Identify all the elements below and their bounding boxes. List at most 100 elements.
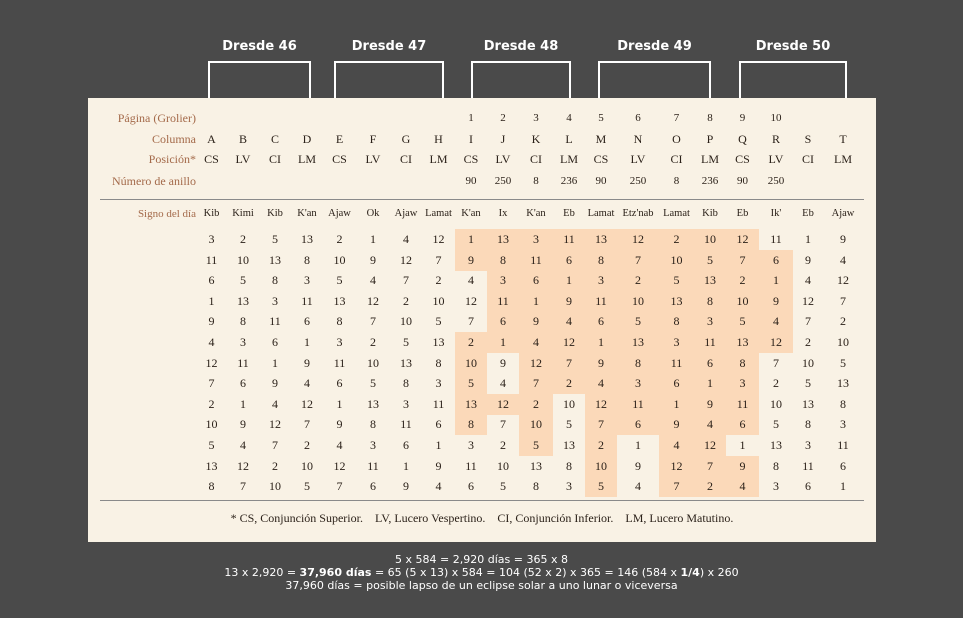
anillo-cell xyxy=(323,171,356,191)
number-cell: 6 xyxy=(208,273,215,287)
number-cell: 13 xyxy=(432,335,445,349)
number-cell: 5 xyxy=(566,417,572,431)
number-cell: 12 xyxy=(726,229,759,250)
number-cell: 7 xyxy=(805,314,811,328)
number-cell: 11 xyxy=(269,314,281,328)
number-cell: 4 xyxy=(840,253,846,267)
number-cell: 6 xyxy=(585,311,617,332)
number-cell: 11 xyxy=(367,459,379,473)
number-cell: 12 xyxy=(237,459,249,473)
number-cell: 3 xyxy=(566,479,572,493)
number-cell: 8 xyxy=(805,417,811,431)
number-cell: 10 xyxy=(694,229,726,250)
number-cell: 4 xyxy=(500,376,506,390)
number-cell: 5 xyxy=(500,479,506,493)
number-cell: 11 xyxy=(553,229,585,250)
number-cell: 7 xyxy=(694,456,726,477)
number-cell: 4 xyxy=(759,311,793,332)
number-cell: 10 xyxy=(497,459,509,473)
number-cell: 3 xyxy=(519,229,553,250)
dresde-50-label: Dresde 50 xyxy=(755,39,831,54)
columna-cell: H xyxy=(434,132,443,146)
dresde-46-bracket xyxy=(208,61,311,98)
day-sign-cell: Ok xyxy=(366,208,380,219)
number-cell: 1 xyxy=(272,356,278,370)
number-cell: 6 xyxy=(403,438,409,452)
number-cell: 9 xyxy=(500,356,506,370)
number-cell: 10 xyxy=(432,294,445,308)
formula-line-3: 37,960 días = posible lapso de un eclips… xyxy=(285,579,678,592)
number-cell: 6 xyxy=(553,250,585,271)
number-cell: 4 xyxy=(585,373,617,394)
pagina-cell: 1 xyxy=(468,112,474,124)
number-cell: 4 xyxy=(726,476,759,497)
formula-line-2-middle: = 65 (5 x 13) x 584 = 104 (52 x 2) x 365… xyxy=(371,566,681,579)
number-cell: 10 xyxy=(659,250,694,271)
number-cell: 7 xyxy=(468,314,474,328)
venus-table: Página (Grolier) Columna Posición* Númer… xyxy=(88,98,876,542)
dresde-47-label: Dresde 47 xyxy=(351,39,427,54)
number-cell: 8 xyxy=(435,356,442,370)
number-cell: 4 xyxy=(435,479,442,493)
posicion-cell: CI xyxy=(530,152,542,166)
number-cell: 12 xyxy=(837,273,849,287)
columna-cell: O xyxy=(672,132,681,146)
number-cell: 7 xyxy=(553,353,585,374)
number-cell: 6 xyxy=(304,314,310,328)
pagina-cell: 2 xyxy=(500,112,506,124)
number-cell: 6 xyxy=(694,353,726,374)
number-cell: 13 xyxy=(585,229,617,250)
number-cell: 4 xyxy=(635,479,641,493)
number-cell: 9 xyxy=(805,253,811,267)
number-cell: 5 xyxy=(336,273,343,287)
pagina-cell xyxy=(356,108,390,128)
number-cell: 2 xyxy=(240,232,246,246)
number-cell: 11 xyxy=(519,250,553,271)
number-cell: 7 xyxy=(726,250,759,271)
pagina-cell: 8 xyxy=(707,112,713,124)
number-cell: 6 xyxy=(336,376,343,390)
number-cell: 4 xyxy=(208,335,215,349)
number-cell: 13 xyxy=(770,438,782,452)
number-cell: 5 xyxy=(585,476,617,497)
number-cell: 7 xyxy=(304,417,310,431)
number-cell: 11 xyxy=(770,232,782,246)
number-cell: 10 xyxy=(726,291,759,312)
pagina-cell: 10 xyxy=(770,112,782,124)
number-cell: 3 xyxy=(304,273,310,287)
anillo-cell: 236 xyxy=(560,175,578,187)
number-cell: 10 xyxy=(585,456,617,477)
number-cell: 2 xyxy=(553,373,585,394)
number-cell: 6 xyxy=(805,479,811,493)
number-cell: 4 xyxy=(694,414,726,435)
number-cell: 6 xyxy=(370,479,376,493)
pagina-cell: 6 xyxy=(635,112,641,124)
row-label-pagina: Página (Grolier) xyxy=(117,111,196,125)
number-cell: 13 xyxy=(563,438,575,452)
number-cell: 9 xyxy=(272,376,278,390)
pagina-cell: 7 xyxy=(673,112,680,124)
number-cell: 9 xyxy=(759,291,793,312)
posicion-cell: CS xyxy=(735,152,750,166)
pagina-cell: 3 xyxy=(533,112,539,124)
number-cell: 12 xyxy=(694,435,726,456)
number-cell: 1 xyxy=(585,332,617,353)
columna-cell: S xyxy=(804,132,812,146)
number-cell: 13 xyxy=(301,232,313,246)
posicion-cell: LM xyxy=(701,152,719,166)
number-cell: 3 xyxy=(726,373,759,394)
columna-cell: D xyxy=(302,132,312,146)
number-cell: 4 xyxy=(553,311,585,332)
number-cell: 7 xyxy=(617,250,659,271)
number-cell: 1 xyxy=(694,373,726,394)
number-cell: 1 xyxy=(739,438,746,452)
columna-cell: E xyxy=(335,132,344,146)
day-sign-cell: Eb xyxy=(563,208,575,219)
number-cell: 3 xyxy=(617,373,659,394)
number-cell: 1 xyxy=(370,232,376,246)
day-sign-cell: Kib xyxy=(702,208,718,219)
number-cell: 7 xyxy=(403,273,409,287)
number-cell: 13 xyxy=(487,229,519,250)
number-cell: 1 xyxy=(659,394,694,415)
formula-total-days: 37,960 días xyxy=(299,566,372,579)
